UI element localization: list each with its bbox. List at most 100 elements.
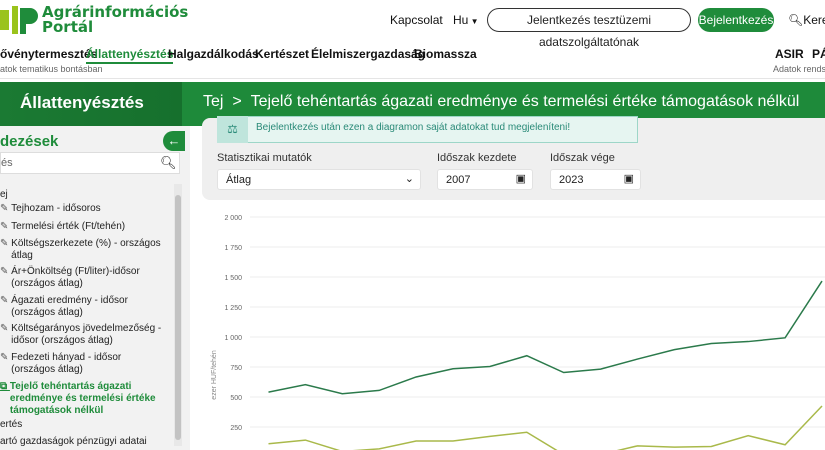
collapse-sidebar-button[interactable]: ← bbox=[163, 131, 185, 151]
logo-text[interactable]: Agrárinformációs Portál bbox=[42, 5, 188, 35]
data-point[interactable] bbox=[783, 335, 788, 340]
login-alert bbox=[217, 116, 638, 143]
y-tick-label: 1 500 bbox=[224, 275, 242, 282]
y-tick-label: 750 bbox=[230, 365, 242, 372]
nav-pa[interactable]: PÁ bbox=[812, 47, 825, 61]
data-point[interactable] bbox=[820, 279, 825, 284]
data-point[interactable] bbox=[746, 433, 751, 438]
calendar-icon[interactable]: ▣ bbox=[623, 173, 634, 185]
sidebar-group-tej[interactable]: ej bbox=[0, 189, 8, 200]
sidebar-group[interactable]: ertés bbox=[0, 419, 23, 430]
data-point[interactable] bbox=[414, 439, 419, 444]
data-point[interactable] bbox=[451, 439, 456, 444]
data-point[interactable] bbox=[709, 341, 714, 346]
breadcrumb-parent[interactable]: Tej bbox=[203, 93, 224, 110]
stat-select[interactable]: Átlag ⌄ bbox=[217, 169, 421, 190]
data-point[interactable] bbox=[635, 357, 640, 362]
sidebar-item[interactable]: ✎ Költségszerkezete (%) - országos átlag bbox=[0, 238, 161, 262]
search-icon[interactable]: 🔍︎ bbox=[160, 155, 177, 170]
sidebar-item[interactable]: ✎ Költségarányos jövedelmezőség - idősor … bbox=[0, 323, 161, 347]
data-point[interactable] bbox=[266, 441, 271, 446]
data-point[interactable] bbox=[303, 438, 308, 443]
data-point[interactable] bbox=[377, 446, 382, 450]
start-date-input[interactable]: 2007 ▣ bbox=[437, 169, 533, 190]
data-point[interactable] bbox=[561, 370, 566, 375]
y-tick-label: 2 000 bbox=[224, 215, 242, 222]
category-biomassza[interactable]: Biomassza bbox=[414, 47, 477, 61]
y-tick-label: 1 000 bbox=[224, 335, 242, 342]
series-line-2[interactable] bbox=[268, 405, 823, 450]
caret-down-icon: ▼ bbox=[468, 17, 479, 26]
right-subtitle: Adatok rends bbox=[773, 64, 825, 74]
category-elelmiszergazdasag[interactable]: Élelmiszergazdaság bbox=[311, 47, 426, 61]
data-point[interactable] bbox=[672, 347, 677, 352]
data-point[interactable] bbox=[487, 434, 492, 439]
logo-icon[interactable] bbox=[0, 4, 38, 36]
stat-value: Átlag bbox=[226, 174, 252, 186]
y-axis-label: ezer HUF/tehén bbox=[211, 350, 218, 400]
alert-text: Bejelentkezés után ezen a diagramon sajá… bbox=[256, 122, 571, 133]
data-point[interactable] bbox=[303, 382, 308, 387]
logo-line1: Agrárinformációs bbox=[42, 3, 189, 21]
data-point[interactable] bbox=[524, 430, 529, 435]
scrollbar-thumb[interactable] bbox=[175, 195, 181, 440]
sidebar-item[interactable]: ✎ Tejhozam - idősoros bbox=[0, 203, 101, 215]
data-point[interactable] bbox=[598, 367, 603, 372]
data-point[interactable] bbox=[709, 444, 714, 449]
line-chart: ezer HUF/tehén 2 000 1 750 1 500 1 250 1 000… bbox=[211, 215, 825, 450]
search-button[interactable]: 🔍︎Keres bbox=[788, 13, 825, 27]
end-date-input[interactable]: 2023 ▣ bbox=[550, 169, 641, 190]
data-point[interactable] bbox=[820, 404, 825, 409]
data-point[interactable] bbox=[487, 364, 492, 369]
calendar-icon[interactable]: ▣ bbox=[515, 173, 526, 185]
y-tick-label: 250 bbox=[230, 425, 242, 432]
section-title: Állattenyésztés bbox=[0, 82, 182, 126]
sidebar-item[interactable]: ✎ Ágazati eredmény - idősor (országos átl… bbox=[0, 295, 128, 319]
edit-icon: ✎ bbox=[0, 323, 12, 334]
series-line-1[interactable] bbox=[268, 280, 823, 395]
edit-icon: ✎ bbox=[0, 295, 12, 306]
login-button[interactable]: Bejelentkezés bbox=[698, 8, 774, 32]
y-tick-label: 1 750 bbox=[224, 245, 242, 252]
language-select[interactable]: Hu ▼ bbox=[453, 13, 478, 27]
data-point[interactable] bbox=[746, 339, 751, 344]
category-allattenyesztes[interactable]: Állattenyésztés bbox=[86, 47, 174, 64]
sidebar-item-label: Termelési érték (Ft/tehén) bbox=[11, 221, 126, 232]
data-point[interactable] bbox=[451, 366, 456, 371]
sidebar-item[interactable]: ✎ Ár+Önköltség (Ft/liter)-idősor (országo… bbox=[0, 266, 140, 290]
chart-icon: ⧉ bbox=[0, 381, 10, 392]
data-point[interactable] bbox=[672, 445, 677, 450]
sidebar-group[interactable]: artó gazdaságok pénzügyi adatai bbox=[0, 436, 147, 447]
arrow-left-icon: ← bbox=[167, 133, 181, 148]
sidebar-item[interactable]: ✎ Fedezeti hányad - idősor (országos átla… bbox=[0, 352, 121, 376]
data-point[interactable] bbox=[783, 442, 788, 447]
edit-icon: ✎ bbox=[0, 352, 12, 363]
sidebar-item-label: Költségszerkezete (%) - országos átlag bbox=[11, 238, 161, 261]
categories-subtitle: atok tematikus bontásban bbox=[0, 64, 103, 74]
end-label: Időszak vége bbox=[550, 152, 615, 164]
sidebar-search-input[interactable]: és bbox=[0, 152, 180, 174]
sidebar-item-label: Ár+Önköltség (Ft/liter)-idősor (országos … bbox=[11, 266, 140, 289]
data-point[interactable] bbox=[414, 374, 419, 379]
category-halgazdalkodas[interactable]: Halgazdálkodás bbox=[168, 47, 259, 61]
logo-line2: Portál bbox=[42, 18, 94, 36]
data-point[interactable] bbox=[377, 388, 382, 393]
category-kerteszet[interactable]: Kertészet bbox=[255, 47, 310, 61]
nav-asir[interactable]: ASIR bbox=[775, 47, 804, 61]
data-point[interactable] bbox=[266, 390, 271, 395]
sidebar-item-label: Ágazati eredmény - idősor (országos átlag… bbox=[11, 295, 128, 318]
y-tick-label: 500 bbox=[230, 395, 242, 402]
data-point[interactable] bbox=[524, 353, 529, 358]
sidebar bbox=[0, 126, 190, 450]
breadcrumb-separator: > bbox=[232, 93, 242, 110]
sidebar-item-label: Tejelő tehéntartás ágazati eredménye és t… bbox=[9, 381, 156, 416]
contact-link[interactable]: Kapcsolat bbox=[390, 13, 443, 27]
sidebar-item[interactable]: ⧉ Tejelő tehéntartás ágazati eredménye és… bbox=[0, 381, 156, 417]
register-button[interactable]: Jelentkezés tesztüzemi adatszolgáltatóna… bbox=[487, 8, 691, 49]
sidebar-item[interactable]: ✎ Termelési érték (Ft/tehén) bbox=[0, 221, 125, 233]
edit-icon: ✎ bbox=[0, 203, 12, 214]
end-value: 2023 bbox=[559, 174, 584, 186]
category-novenytermesztes[interactable]: ővénytermesztés bbox=[0, 47, 98, 61]
data-point[interactable] bbox=[635, 443, 640, 448]
data-point[interactable] bbox=[340, 391, 345, 396]
